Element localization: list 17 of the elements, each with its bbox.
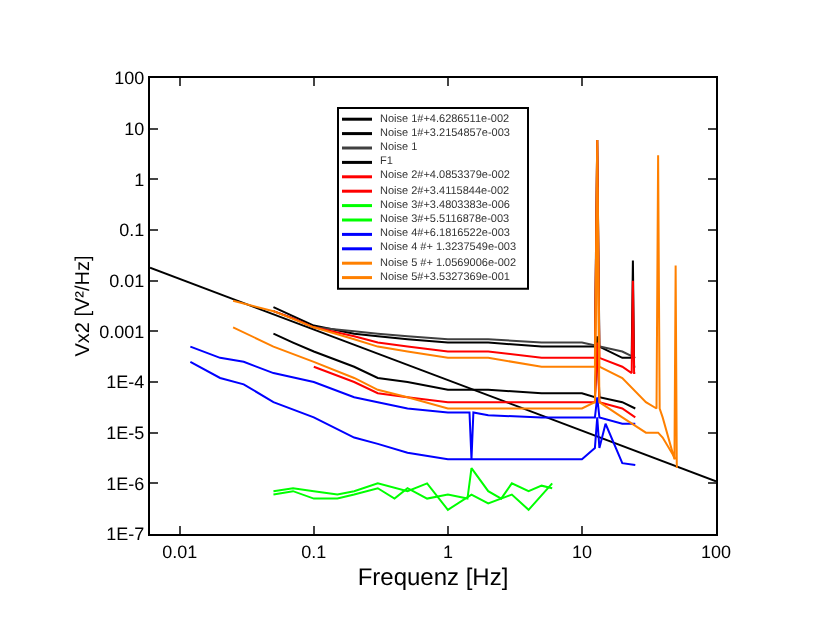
y-tick-label: 0.01 [109,270,145,291]
y-tick-label: 0.1 [119,220,145,241]
x-tick-label: 10 [571,541,592,562]
y-tick-label: 1E-5 [106,422,145,443]
x-tick-label: 100 [700,541,732,562]
y-tick-label: 1E-4 [106,372,145,393]
x-tick-label: 1 [442,541,453,562]
x-tick-label: 0.1 [301,541,327,562]
y-tick-label: 1E-6 [106,473,145,494]
x-axis-title: Frequenz [Hz] [357,563,509,592]
y-tick-label: 10 [124,118,145,139]
y-tick-label: 1 [134,169,145,190]
y-tick-label: 0.001 [99,321,145,342]
y-axis-title: Vx2 [V²/Hz] [73,255,96,357]
x-tick-label: 0.01 [162,541,198,562]
y-tick-label: 1E-7 [106,524,145,545]
y-tick-label: 100 [114,68,145,89]
